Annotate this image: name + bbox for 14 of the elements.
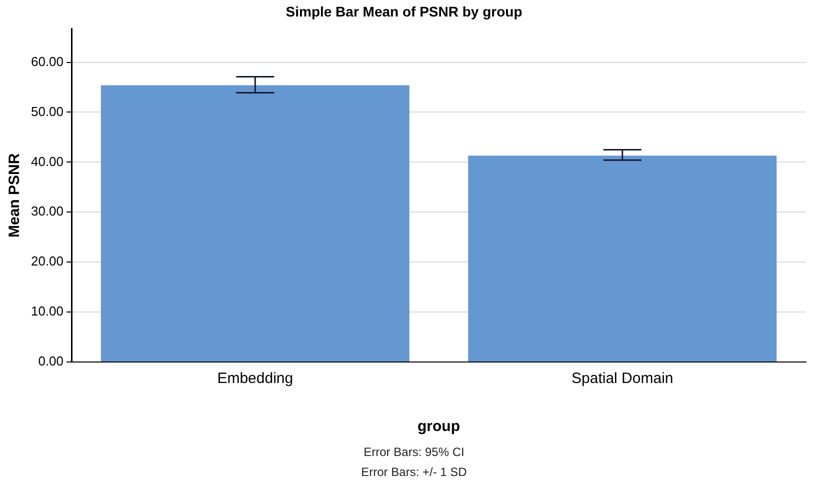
- y-tick-label: 0.00: [38, 354, 64, 369]
- y-tick-label: 40.00: [30, 154, 64, 169]
- y-tick-label: 20.00: [30, 254, 64, 269]
- y-axis-title: Mean PSNR: [6, 153, 24, 238]
- y-tick-label: 50.00: [30, 104, 64, 119]
- y-tick-label: 10.00: [30, 304, 64, 319]
- y-tick-label: 30.00: [30, 204, 64, 219]
- x-tick-label: Embedding: [217, 370, 294, 388]
- x-tick-label: Spatial Domain: [572, 370, 674, 388]
- text: Error Bars: +/- 1 SD: [360, 464, 468, 481]
- text: Error Bars: 95% CI: [362, 444, 466, 461]
- y-tick-label: 60.00: [30, 54, 64, 69]
- chart-title: Simple Bar Mean of PSNR by group: [286, 3, 522, 20]
- x-axis-title: group: [418, 418, 460, 436]
